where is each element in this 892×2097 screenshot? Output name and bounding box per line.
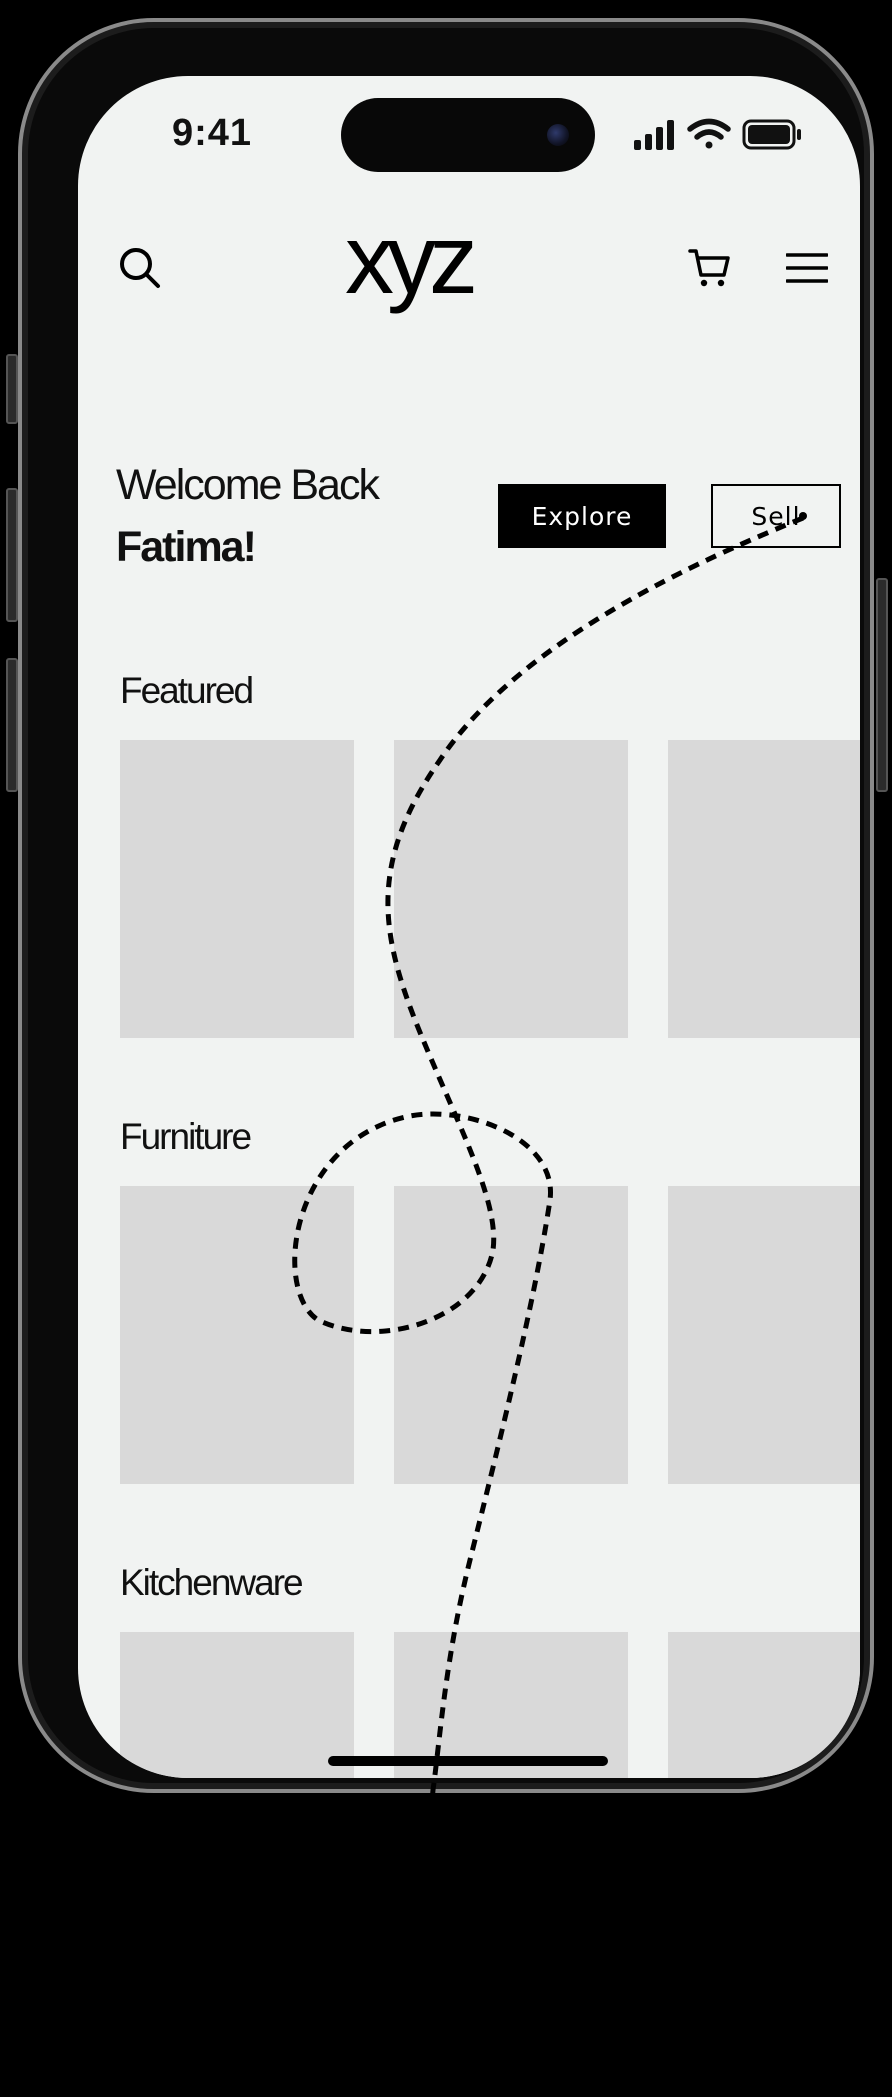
signal-icon: [634, 120, 674, 150]
brand-logo[interactable]: xyz: [345, 204, 478, 314]
volume-up-button: [6, 488, 18, 622]
furniture-carousel[interactable]: [120, 1186, 860, 1486]
welcome-line: Welcome Back: [116, 461, 380, 509]
phone-frame: 9:41: [18, 18, 874, 1793]
kitchenware-item-card[interactable]: [120, 1632, 354, 1778]
explore-button[interactable]: Explore: [498, 484, 666, 548]
featured-carousel[interactable]: [120, 740, 860, 1040]
menu-icon[interactable]: [786, 250, 828, 286]
section-title-featured: Featured: [120, 670, 254, 711]
volume-down-button: [6, 658, 18, 792]
furniture-item-card[interactable]: [120, 1186, 354, 1484]
sell-button[interactable]: Sell: [711, 484, 841, 548]
section-title-kitchenware: Kitchenware: [120, 1562, 304, 1603]
search-icon[interactable]: [118, 246, 162, 290]
status-icons: [634, 118, 801, 150]
featured-item-card[interactable]: [668, 740, 860, 1038]
welcome-heading: Welcome Back Fatima!: [116, 454, 380, 578]
section-title-furniture: Furniture: [120, 1116, 252, 1157]
home-indicator: [328, 1756, 608, 1766]
camera-icon: [547, 124, 569, 146]
user-name: Fatima!: [116, 523, 257, 571]
status-time: 9:41: [172, 112, 253, 154]
kitchenware-item-card[interactable]: [668, 1632, 860, 1778]
wifi-icon: [687, 118, 731, 149]
furniture-item-card[interactable]: [668, 1186, 860, 1484]
dynamic-island: [341, 98, 595, 172]
app-screen: 9:41: [78, 76, 860, 1778]
featured-item-card[interactable]: [394, 740, 628, 1038]
cart-icon[interactable]: [688, 246, 732, 290]
power-button: [876, 578, 888, 792]
furniture-item-card[interactable]: [394, 1186, 628, 1484]
battery-icon: [742, 119, 801, 150]
action-button: [6, 354, 18, 424]
featured-item-card[interactable]: [120, 740, 354, 1038]
